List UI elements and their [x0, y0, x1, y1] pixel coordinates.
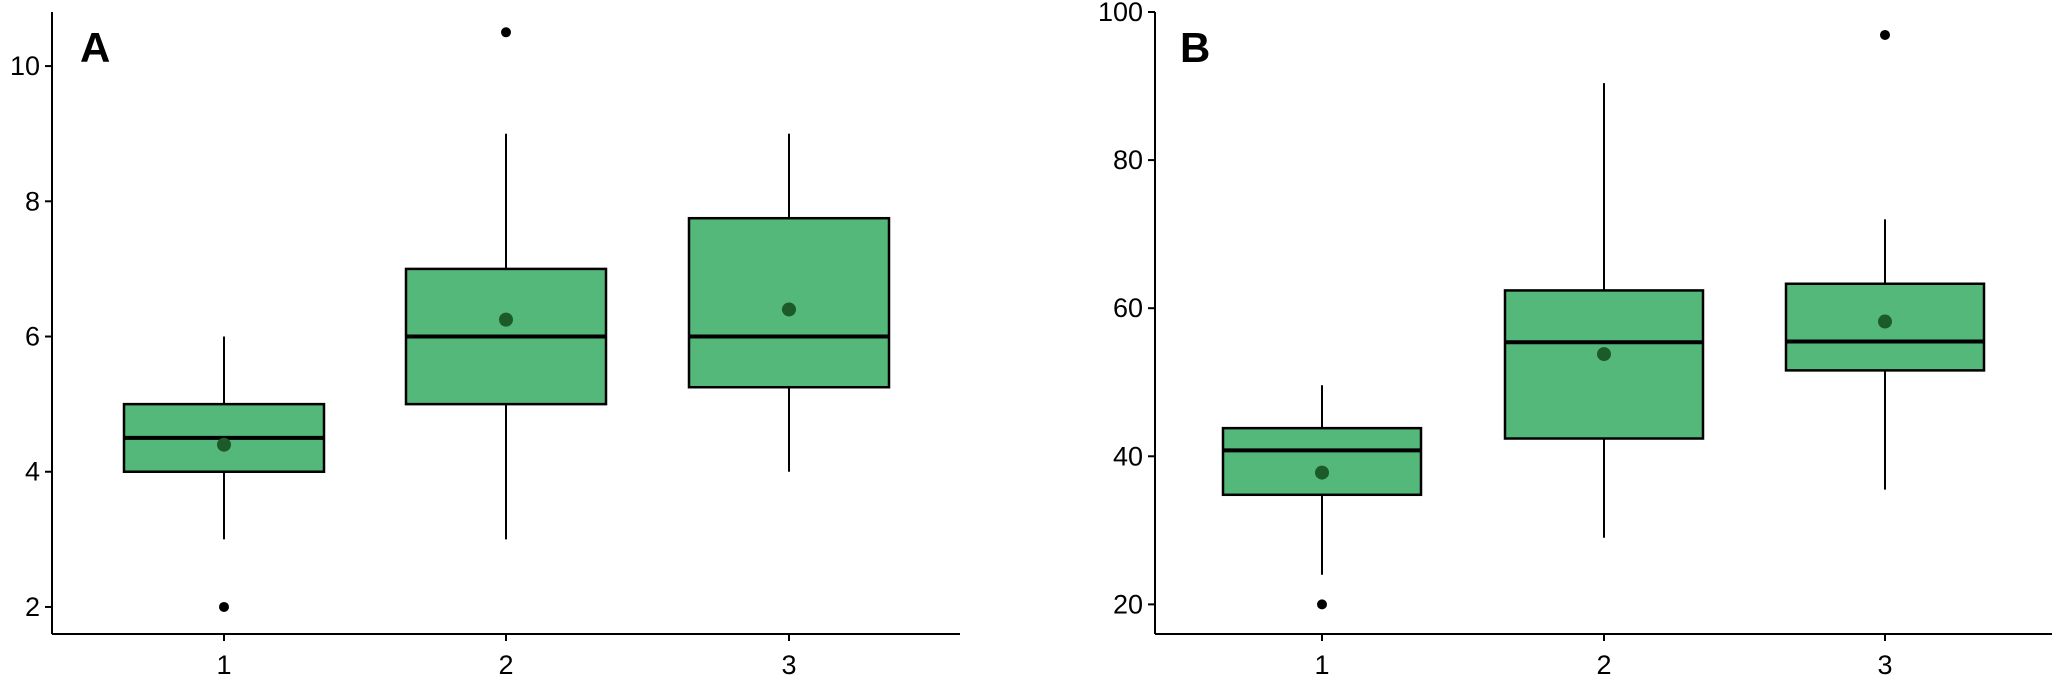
- panel-b: 20 40 60 80 100 1 2 3 B: [1098, 0, 2052, 680]
- box-group-3: [1784, 29, 1986, 490]
- y-tick-label: 20: [1113, 589, 1143, 619]
- y-tick-label: 8: [25, 186, 40, 216]
- outlier-point: [1317, 599, 1327, 610]
- box-iqr: [1503, 289, 1705, 440]
- x-tick-label: 2: [498, 650, 513, 680]
- y-tick-label: 60: [1113, 293, 1143, 323]
- mean-point: [499, 312, 513, 327]
- outlier-point: [501, 27, 511, 38]
- box-iqr: [1221, 426, 1423, 497]
- y-tick-label: 4: [25, 457, 40, 487]
- y-tick-label: 2: [25, 592, 40, 622]
- mean-point: [782, 302, 796, 317]
- x-tick-label: 3: [1877, 650, 1892, 680]
- box-group-1: [122, 336, 326, 612]
- outlier-point: [219, 601, 229, 612]
- x-tick-label: 2: [1596, 650, 1611, 680]
- y-tick-label: 80: [1113, 145, 1143, 175]
- y-tick-label: 10: [10, 51, 40, 81]
- box-group-3: [687, 133, 891, 472]
- y-tick-label: 40: [1113, 441, 1143, 471]
- x-tick-label: 3: [781, 650, 796, 680]
- box-group-1: [1221, 385, 1423, 610]
- x-tick-label: 1: [1314, 650, 1329, 680]
- outlier-point: [1880, 29, 1890, 40]
- mean-point: [1597, 347, 1611, 362]
- mean-point: [1878, 314, 1892, 329]
- box-group-2: [404, 27, 608, 540]
- panel-label: B: [1180, 24, 1210, 71]
- y-tick-label: 100: [1098, 0, 1143, 27]
- mean-point: [217, 437, 231, 452]
- box-group-2: [1503, 83, 1705, 538]
- mean-point: [1315, 465, 1329, 480]
- y-tick-label: 6: [25, 322, 40, 352]
- x-tick-label: 1: [216, 650, 231, 680]
- panel-label: A: [80, 24, 110, 71]
